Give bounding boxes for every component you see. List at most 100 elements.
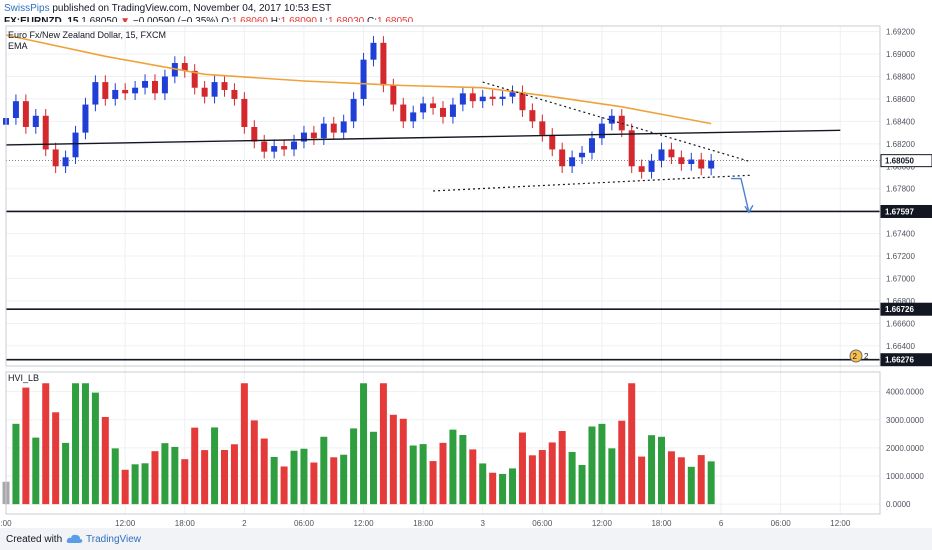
volume-bar[interactable] [141, 463, 149, 505]
candle-body[interactable] [698, 159, 705, 169]
upper-wedge-line[interactable] [482, 81, 752, 163]
volume-bar[interactable] [697, 455, 705, 505]
trend-line[interactable] [5, 129, 841, 146]
volume-bar[interactable] [161, 443, 169, 505]
volume-bar[interactable] [111, 448, 119, 505]
volume-bar[interactable] [72, 383, 80, 505]
ema-line[interactable] [5, 34, 712, 125]
volume-bar[interactable] [181, 459, 189, 505]
candle-body[interactable] [549, 134, 556, 150]
volume-bar[interactable] [439, 442, 447, 505]
candles[interactable] [3, 36, 715, 179]
volume-bar[interactable] [499, 473, 507, 505]
volume-bar[interactable] [588, 426, 596, 505]
chart-canvas[interactable]: 1.69200 1.69000 1.68800 1.68600 1.68400 1.682… [0, 22, 932, 528]
candle-body[interactable] [648, 160, 655, 172]
volume-bar[interactable] [449, 429, 457, 505]
candle-body[interactable] [271, 146, 278, 152]
volume-bar[interactable] [320, 436, 328, 505]
candle-body[interactable] [171, 63, 178, 77]
candle-body[interactable] [688, 159, 695, 165]
candle-body[interactable] [430, 103, 437, 108]
volume-bar[interactable] [409, 445, 417, 505]
volume-bar[interactable] [489, 472, 497, 505]
volume-bar[interactable] [151, 451, 159, 505]
candle-body[interactable] [231, 89, 238, 99]
candle-body[interactable] [479, 96, 486, 102]
volume-bar[interactable] [221, 450, 228, 505]
candle-body[interactable] [708, 160, 715, 169]
volume-bar[interactable] [608, 448, 616, 505]
ema-polyline[interactable] [5, 34, 712, 125]
author-name[interactable]: SwissPips [4, 3, 50, 14]
volume-bar[interactable] [330, 457, 338, 505]
tradingview-link[interactable]: TradingView [86, 534, 142, 545]
volume-bar[interactable] [310, 462, 318, 505]
candle-body[interactable] [181, 63, 188, 71]
candle-body[interactable] [598, 123, 605, 139]
volume-bar[interactable] [91, 392, 99, 505]
volume-bar[interactable] [518, 432, 526, 505]
lower-wedge-line[interactable] [433, 174, 751, 192]
volume-bar[interactable] [429, 461, 437, 505]
candle-body[interactable] [300, 132, 307, 142]
volume-bar[interactable] [22, 387, 30, 505]
candle-body[interactable] [201, 87, 208, 97]
candle-body[interactable] [628, 130, 635, 167]
candle-body[interactable] [12, 101, 19, 119]
candle-body[interactable] [539, 121, 546, 135]
candle-body[interactable] [529, 110, 536, 122]
volume-bar[interactable] [419, 444, 427, 505]
candle-body[interactable] [241, 98, 248, 127]
volume-bar[interactable] [648, 435, 656, 505]
candle-body[interactable] [420, 103, 427, 113]
volume-bar[interactable] [628, 383, 636, 505]
candle-body[interactable] [22, 101, 29, 127]
candle-body[interactable] [320, 123, 327, 139]
candle-body[interactable] [291, 141, 298, 150]
volume-bar[interactable] [260, 438, 268, 505]
volume-bar[interactable] [638, 456, 646, 505]
volume-bar[interactable] [201, 450, 209, 505]
candle-body[interactable] [489, 96, 496, 99]
volume-bar[interactable] [459, 435, 467, 505]
volume-bar[interactable] [230, 444, 238, 505]
volume-bar[interactable] [389, 414, 397, 505]
volume-bar[interactable] [687, 466, 695, 505]
volume-bar[interactable] [360, 383, 368, 505]
candle-body[interactable] [469, 93, 476, 102]
volume-bar[interactable] [479, 463, 487, 505]
candle-body[interactable] [32, 115, 39, 127]
volume-bar[interactable] [379, 383, 387, 505]
candle-body[interactable] [678, 157, 685, 165]
volume-bar[interactable] [52, 412, 60, 505]
volume-bar[interactable] [290, 450, 298, 505]
candle-body[interactable] [261, 141, 268, 152]
candle-body[interactable] [588, 138, 595, 153]
candle-body[interactable] [42, 115, 49, 150]
candle-body[interactable] [618, 115, 625, 131]
candle-body[interactable] [281, 146, 288, 150]
candle-body[interactable] [668, 149, 675, 158]
candle-body[interactable] [569, 157, 576, 167]
candle-body[interactable] [449, 104, 456, 117]
volume-bar[interactable] [270, 456, 278, 505]
volume-bar[interactable] [528, 455, 536, 505]
candle-body[interactable] [340, 121, 347, 133]
candle-body[interactable] [400, 104, 407, 122]
volume-bar[interactable] [240, 383, 248, 505]
volume-bar[interactable] [509, 468, 517, 505]
volume-bar[interactable] [658, 436, 665, 505]
volume-bar[interactable] [667, 451, 675, 505]
candle-body[interactable] [132, 87, 139, 94]
candle-body[interactable] [410, 112, 417, 122]
candle-body[interactable] [390, 85, 397, 105]
candle-body[interactable] [92, 82, 99, 105]
candle-body[interactable] [608, 115, 615, 124]
volume-bar[interactable] [171, 446, 179, 505]
volume-bar[interactable] [618, 420, 626, 505]
candle-body[interactable] [161, 76, 168, 94]
volume-bar[interactable] [121, 469, 129, 505]
volume-bars[interactable] [2, 383, 715, 505]
volume-bar[interactable] [300, 448, 308, 505]
